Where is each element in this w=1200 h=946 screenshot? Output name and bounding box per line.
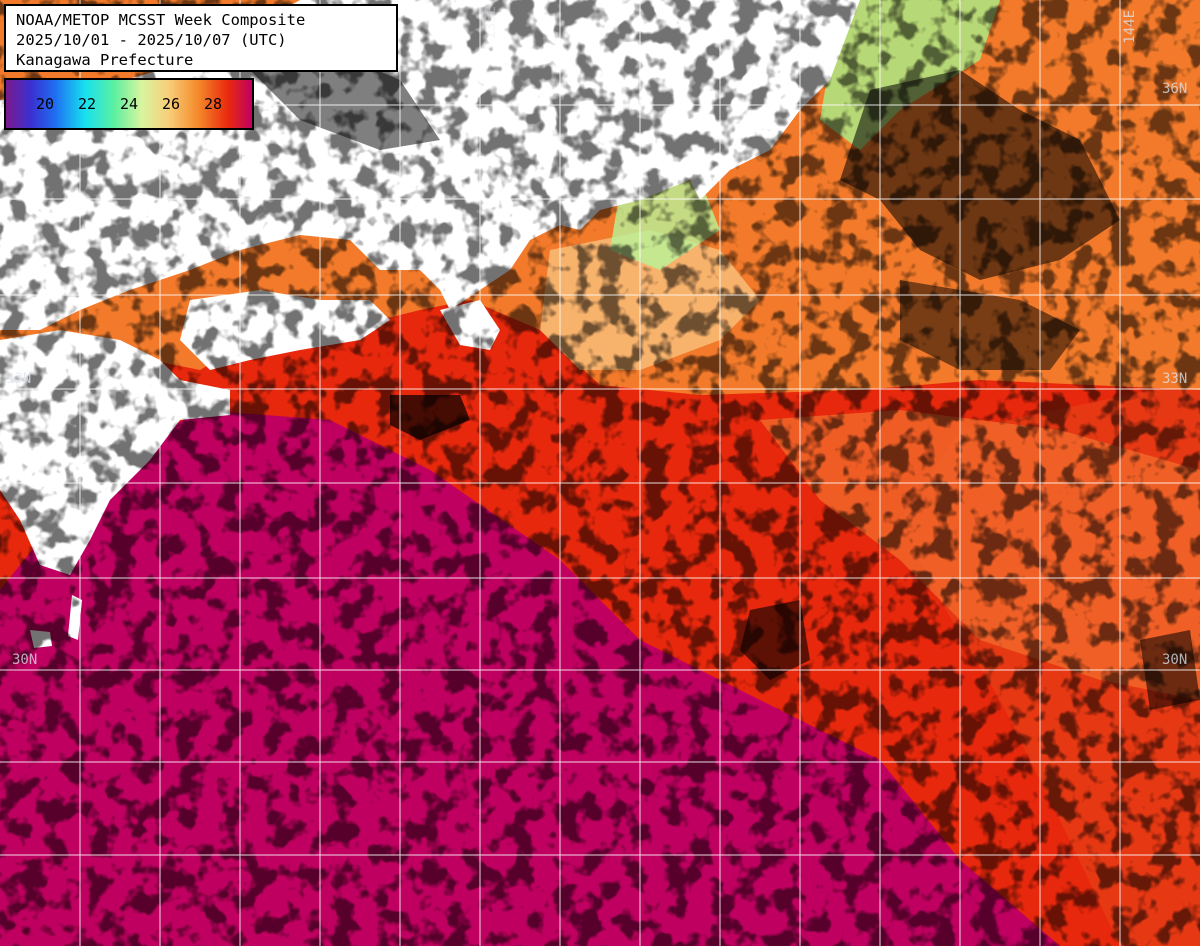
title-line-dates: 2025/10/01 - 2025/10/07 (UTC) [16, 31, 287, 49]
label-lon-144e-top: 144E [1122, 10, 1138, 44]
cloud-clusters [240, 50, 1200, 710]
label-lat-36n-right: 36N [1162, 81, 1188, 97]
label-lat-30n-right: 30N [1162, 652, 1188, 668]
legend-tick-26: 26 [162, 95, 181, 113]
title-line-region: Kanagawa Prefecture [16, 51, 194, 69]
legend-tick-28: 28 [204, 95, 223, 113]
label-lat-33n-right: 33N [1162, 371, 1188, 387]
map-title-box: NOAA/METOP MCSST Week Composite 2025/10/0… [4, 4, 398, 72]
legend-tick-20: 20 [36, 95, 55, 113]
label-lon-135e-top: 135E [483, 6, 499, 40]
temperature-legend: 20 22 24 26 28 [4, 78, 254, 130]
label-lat-33n-left: 33N [6, 371, 32, 387]
legend-tick-22: 22 [78, 95, 97, 113]
title-line-product: NOAA/METOP MCSST Week Composite [16, 11, 306, 29]
legend-tick-24: 24 [120, 95, 139, 113]
label-lat-30n-left: 30N [12, 652, 38, 668]
